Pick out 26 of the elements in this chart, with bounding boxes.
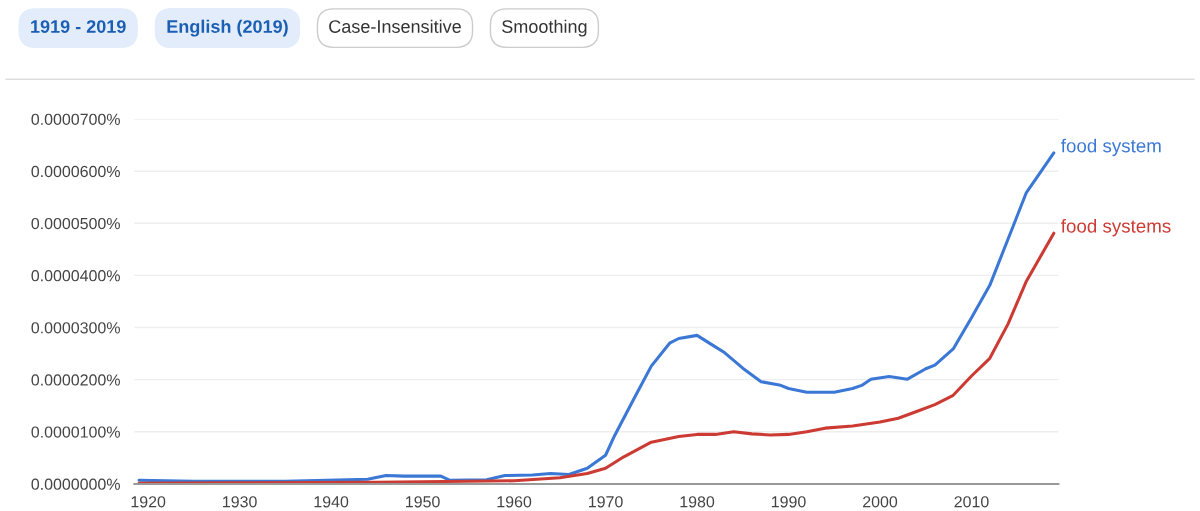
text: Smoothing bbox=[502, 19, 587, 37]
y-tick-label: 0.0000100% bbox=[31, 426, 120, 438]
y-tick-label: 0.0000200% bbox=[31, 374, 120, 386]
y-tick-label: 0.0000500% bbox=[31, 217, 120, 230]
y-tick-label: 0.0000600% bbox=[31, 165, 120, 178]
x-tick-label: 1980 bbox=[680, 496, 715, 508]
x-tick-label: 1990 bbox=[771, 496, 806, 508]
x-tick-label: 1960 bbox=[497, 496, 532, 508]
y-tick-label: 0.0000700% bbox=[31, 113, 120, 126]
text: Case-Insensitive bbox=[329, 19, 461, 33]
y-tick-label: 0.0000000% bbox=[31, 478, 120, 490]
series-label: food system bbox=[1061, 138, 1161, 157]
x-tick-label: 1950 bbox=[406, 496, 440, 508]
x-tick-label: 1920 bbox=[131, 496, 166, 508]
x-tick-label: 1970 bbox=[589, 496, 623, 508]
x-tick-label: 2000 bbox=[863, 496, 898, 508]
x-tick-label: 1930 bbox=[223, 496, 257, 508]
line-series bbox=[137, 151, 1056, 483]
x-tick-label: 2010 bbox=[954, 496, 989, 508]
x-tick-label: 1940 bbox=[314, 496, 349, 508]
y-tick-label: 0.0000300% bbox=[31, 322, 120, 334]
text: 1919 - 2019 bbox=[31, 20, 126, 33]
series-label: food systems bbox=[1061, 218, 1171, 237]
text: English (2019) bbox=[167, 19, 288, 37]
line-series bbox=[137, 231, 1056, 484]
y-tick-label: 0.0000400% bbox=[31, 270, 120, 282]
